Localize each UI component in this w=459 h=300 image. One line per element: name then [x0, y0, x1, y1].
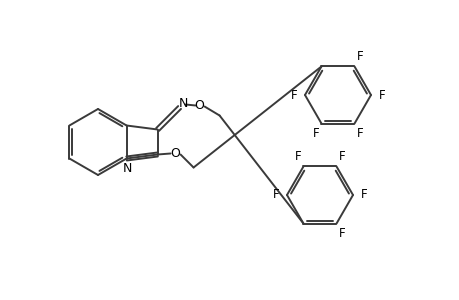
Text: N: N: [179, 97, 188, 110]
Text: O: O: [170, 147, 180, 160]
Text: F: F: [312, 127, 319, 140]
Text: F: F: [338, 226, 345, 240]
Text: F: F: [356, 127, 363, 140]
Text: F: F: [378, 88, 385, 101]
Text: F: F: [360, 188, 367, 202]
Text: F: F: [272, 188, 279, 202]
Text: F: F: [338, 150, 345, 164]
Text: N: N: [123, 162, 132, 175]
Text: O: O: [194, 99, 204, 112]
Text: F: F: [294, 150, 301, 164]
Text: F: F: [356, 50, 363, 63]
Text: F: F: [290, 88, 297, 101]
